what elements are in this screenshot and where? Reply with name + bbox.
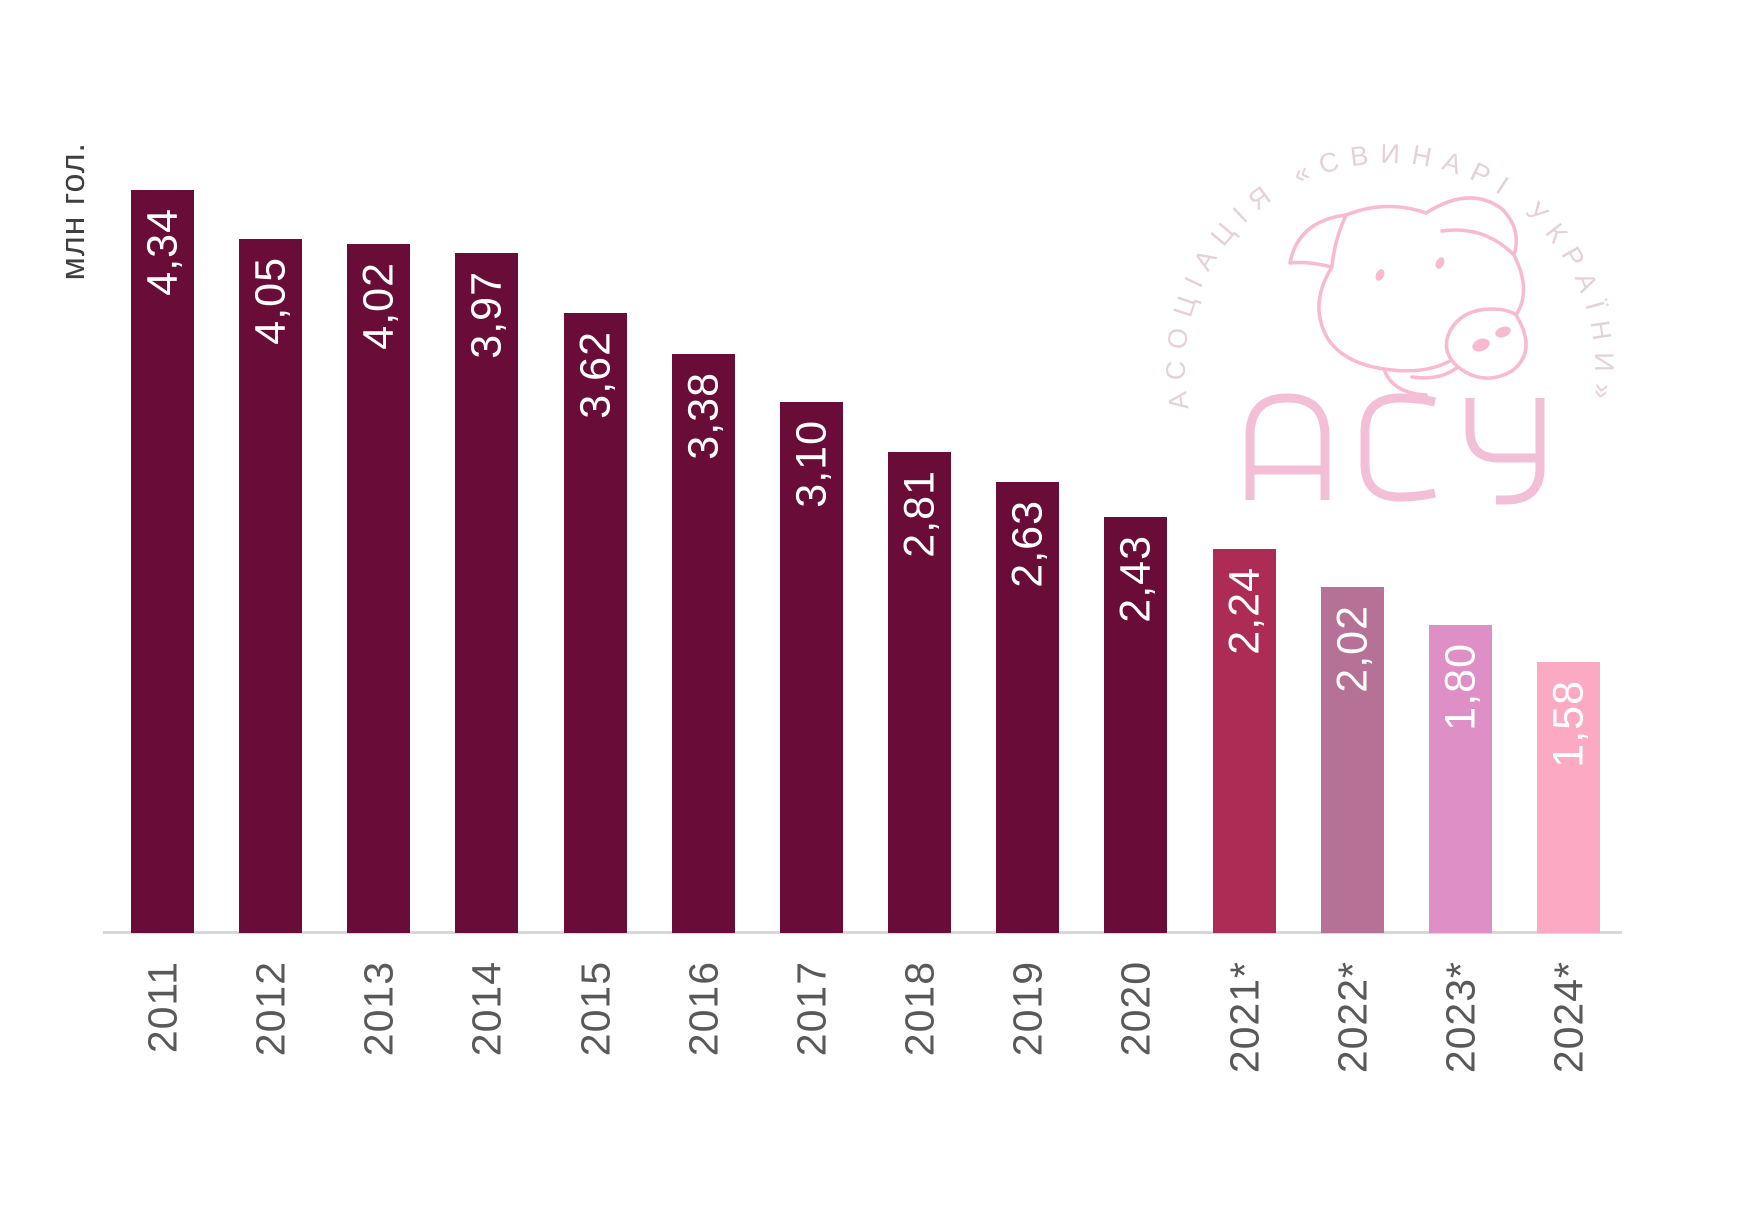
x-tick-label: 2024* bbox=[1545, 961, 1591, 1074]
x-tick-2011: 2011 bbox=[131, 961, 194, 1121]
bar-value-label: 3,10 bbox=[787, 420, 835, 508]
x-tick-label: 2013 bbox=[355, 961, 401, 1057]
x-tick-2012: 2012 bbox=[239, 961, 302, 1121]
association-watermark-logo: АСОЦІАЦІЯ «СВИНАРІ УКРАЇНИ» bbox=[1161, 140, 1619, 505]
y-axis-unit-label: млн гол. bbox=[54, 142, 92, 281]
bar-2011: 4,34 bbox=[131, 190, 194, 933]
bar-2016: 3,38 bbox=[672, 354, 735, 933]
x-tick-2016: 2016 bbox=[672, 961, 735, 1121]
x-tick-label: 2020 bbox=[1112, 961, 1158, 1057]
bar-value-label: 2,02 bbox=[1328, 605, 1376, 693]
bar-2013: 4,02 bbox=[347, 244, 410, 933]
x-tick-2022*: 2022* bbox=[1321, 961, 1384, 1121]
bar-value-label: 2,24 bbox=[1220, 567, 1268, 655]
x-tick-2013: 2013 bbox=[347, 961, 410, 1121]
x-tick-label: 2023* bbox=[1437, 961, 1483, 1074]
bar-value-label: 1,80 bbox=[1436, 643, 1484, 731]
x-tick-2017: 2017 bbox=[780, 961, 843, 1121]
asu-monogram bbox=[1245, 393, 1545, 505]
bar-value-label: 4,34 bbox=[138, 208, 186, 296]
x-tick-2015: 2015 bbox=[564, 961, 627, 1121]
x-tick-label: 2017 bbox=[788, 961, 834, 1057]
x-tick-label: 2012 bbox=[247, 961, 293, 1057]
x-tick-2014: 2014 bbox=[455, 961, 518, 1121]
bar-2012: 4,05 bbox=[239, 239, 302, 933]
bar-value-label: 3,97 bbox=[462, 271, 510, 359]
x-tick-2023*: 2023* bbox=[1429, 961, 1492, 1121]
x-tick-label: 2014 bbox=[463, 961, 509, 1057]
x-axis-line bbox=[103, 931, 1622, 934]
bar-value-label: 2,43 bbox=[1111, 535, 1159, 623]
x-tick-label: 2021* bbox=[1221, 961, 1267, 1074]
bar-2014: 3,97 bbox=[455, 253, 518, 933]
x-tick-2020: 2020 bbox=[1104, 961, 1167, 1121]
bar-2018: 2,81 bbox=[888, 452, 951, 933]
bar-2021*: 2,24 bbox=[1213, 549, 1276, 933]
x-tick-label: 2018 bbox=[896, 961, 942, 1057]
bar-value-label: 2,81 bbox=[895, 470, 943, 558]
bar-value-label: 3,62 bbox=[571, 331, 619, 419]
bar-value-label: 1,58 bbox=[1544, 680, 1592, 768]
watermark-arc-text: АСОЦІАЦІЯ «СВИНАРІ УКРАЇНИ» bbox=[1161, 140, 1619, 412]
x-tick-label: 2015 bbox=[572, 961, 618, 1057]
x-tick-2019: 2019 bbox=[996, 961, 1059, 1121]
bar-2022*: 2,02 bbox=[1321, 587, 1384, 933]
x-tick-2021*: 2021* bbox=[1213, 961, 1276, 1121]
bar-2023*: 1,80 bbox=[1429, 625, 1492, 933]
bar-2020: 2,43 bbox=[1104, 517, 1167, 933]
x-tick-label: 2019 bbox=[1004, 961, 1050, 1057]
bar-2017: 3,10 bbox=[780, 402, 843, 933]
bar-value-label: 4,05 bbox=[246, 257, 294, 345]
x-tick-label: 2016 bbox=[680, 961, 726, 1057]
bar-2019: 2,63 bbox=[996, 482, 1059, 933]
bar-2015: 3,62 bbox=[564, 313, 627, 933]
bar-value-label: 3,38 bbox=[679, 372, 727, 460]
x-tick-2024*: 2024* bbox=[1537, 961, 1600, 1121]
bar-value-label: 4,02 bbox=[354, 262, 402, 350]
bar-value-label: 2,63 bbox=[1003, 500, 1051, 588]
pig-head-icon bbox=[1288, 196, 1528, 397]
x-tick-label: 2022* bbox=[1329, 961, 1375, 1074]
x-tick-label: 2011 bbox=[139, 961, 185, 1054]
bar-2024*: 1,58 bbox=[1537, 662, 1600, 933]
x-tick-2018: 2018 bbox=[888, 961, 951, 1121]
